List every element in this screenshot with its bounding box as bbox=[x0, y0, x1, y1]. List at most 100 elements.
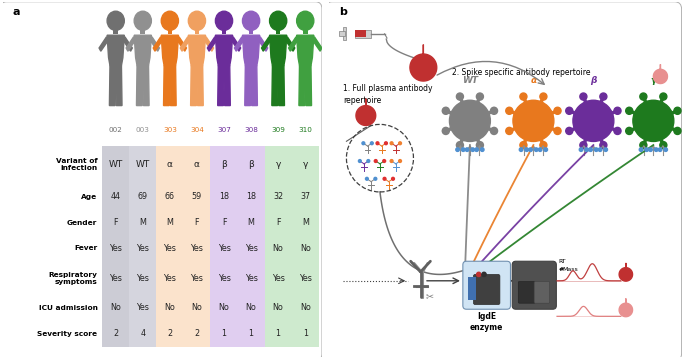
Text: WT: WT bbox=[136, 160, 150, 169]
Circle shape bbox=[383, 177, 386, 180]
Polygon shape bbox=[251, 66, 258, 106]
Polygon shape bbox=[297, 35, 314, 66]
Polygon shape bbox=[262, 37, 271, 51]
FancyBboxPatch shape bbox=[325, 2, 682, 359]
Text: Yes: Yes bbox=[190, 274, 203, 283]
Bar bbox=[129, 146, 156, 184]
Text: Yes: Yes bbox=[245, 244, 258, 253]
Circle shape bbox=[660, 141, 667, 149]
Polygon shape bbox=[142, 66, 149, 106]
Polygon shape bbox=[270, 35, 287, 66]
Circle shape bbox=[456, 148, 460, 151]
FancyBboxPatch shape bbox=[473, 274, 500, 304]
Text: No: No bbox=[273, 303, 284, 312]
Text: Yes: Yes bbox=[110, 274, 122, 283]
Text: β: β bbox=[248, 160, 254, 169]
Circle shape bbox=[383, 160, 386, 162]
Text: Yes: Yes bbox=[190, 244, 203, 253]
Bar bbox=[184, 261, 210, 295]
Text: No: No bbox=[300, 303, 311, 312]
Bar bbox=[292, 146, 319, 184]
Text: 2. Spike specific antibody repertoire: 2. Spike specific antibody repertoire bbox=[452, 68, 590, 78]
Text: 003: 003 bbox=[136, 127, 150, 133]
Circle shape bbox=[456, 93, 464, 100]
Polygon shape bbox=[234, 37, 244, 51]
Polygon shape bbox=[299, 66, 306, 106]
Bar bbox=[210, 261, 238, 295]
Text: 59: 59 bbox=[192, 192, 202, 201]
Circle shape bbox=[595, 148, 598, 151]
Text: 37: 37 bbox=[300, 192, 310, 201]
Text: No: No bbox=[192, 303, 202, 312]
Text: M: M bbox=[166, 218, 173, 227]
Text: 1: 1 bbox=[275, 329, 281, 338]
Text: Yes: Yes bbox=[272, 274, 284, 283]
Circle shape bbox=[674, 127, 681, 135]
Text: 69: 69 bbox=[138, 192, 148, 201]
Circle shape bbox=[384, 142, 387, 145]
Bar bbox=[238, 184, 264, 210]
Circle shape bbox=[600, 93, 607, 100]
Polygon shape bbox=[215, 35, 233, 66]
Text: 2: 2 bbox=[195, 329, 199, 338]
Bar bbox=[238, 210, 264, 236]
Text: Mass: Mass bbox=[562, 267, 578, 271]
Circle shape bbox=[566, 107, 573, 115]
Circle shape bbox=[639, 106, 668, 135]
Bar bbox=[210, 184, 238, 210]
Bar bbox=[184, 184, 210, 210]
Polygon shape bbox=[115, 66, 122, 106]
Bar bbox=[264, 236, 292, 261]
Bar bbox=[184, 210, 210, 236]
Bar bbox=[292, 321, 319, 346]
Bar bbox=[102, 184, 129, 210]
Circle shape bbox=[554, 107, 561, 115]
FancyBboxPatch shape bbox=[512, 261, 556, 309]
Bar bbox=[129, 210, 156, 236]
Bar bbox=[102, 295, 129, 321]
Circle shape bbox=[134, 11, 151, 31]
Circle shape bbox=[480, 148, 484, 151]
Circle shape bbox=[513, 100, 554, 141]
FancyBboxPatch shape bbox=[249, 30, 253, 34]
Circle shape bbox=[456, 106, 484, 135]
Text: 310: 310 bbox=[298, 127, 312, 133]
Circle shape bbox=[585, 148, 588, 151]
Polygon shape bbox=[305, 66, 312, 106]
Text: β: β bbox=[221, 160, 227, 169]
Bar bbox=[184, 146, 210, 184]
Polygon shape bbox=[208, 37, 217, 51]
Text: No: No bbox=[110, 303, 121, 312]
Text: F: F bbox=[195, 218, 199, 227]
Text: 2: 2 bbox=[113, 329, 119, 338]
Text: Yes: Yes bbox=[218, 274, 230, 283]
Text: Yes: Yes bbox=[218, 244, 230, 253]
Text: Yes: Yes bbox=[164, 244, 176, 253]
Circle shape bbox=[674, 107, 681, 115]
Text: 307: 307 bbox=[217, 127, 231, 133]
Circle shape bbox=[604, 148, 608, 151]
Text: M: M bbox=[248, 218, 255, 227]
Text: 1: 1 bbox=[221, 329, 227, 338]
Text: γ: γ bbox=[275, 160, 281, 169]
Circle shape bbox=[573, 100, 614, 141]
Bar bbox=[129, 261, 156, 295]
Text: a: a bbox=[13, 7, 21, 17]
Polygon shape bbox=[107, 35, 124, 66]
Bar bbox=[210, 295, 238, 321]
Circle shape bbox=[490, 127, 497, 135]
Text: Yes: Yes bbox=[110, 244, 122, 253]
Text: F: F bbox=[114, 218, 118, 227]
Circle shape bbox=[477, 272, 481, 276]
Text: Gender: Gender bbox=[67, 220, 97, 225]
Circle shape bbox=[544, 148, 547, 151]
Polygon shape bbox=[164, 66, 170, 106]
Circle shape bbox=[580, 148, 583, 151]
Bar bbox=[156, 261, 184, 295]
Circle shape bbox=[215, 11, 233, 31]
Text: 1: 1 bbox=[249, 329, 253, 338]
Circle shape bbox=[475, 148, 478, 151]
Circle shape bbox=[625, 107, 633, 115]
Circle shape bbox=[490, 107, 497, 115]
Circle shape bbox=[633, 100, 674, 141]
